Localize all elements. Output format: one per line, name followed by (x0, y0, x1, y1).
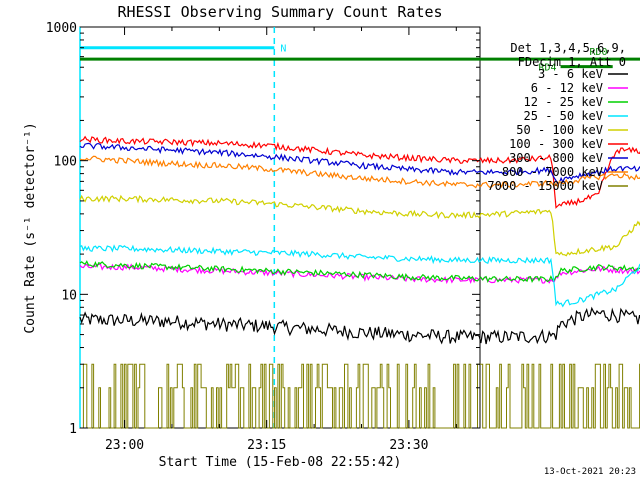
series-7000-15000-kev-segment-0 (80, 363, 640, 429)
series-lines (79, 135, 640, 429)
series-50-100-kev-segment-0 (79, 194, 640, 257)
legend-label-7000-15000-kev: 7000 - 15000 keV (487, 179, 603, 193)
series-100-300-kev-segment-0 (79, 135, 640, 209)
legend-label-12-25-kev: 12 - 25 keV (524, 95, 603, 109)
legend-label-100-300-kev: 100 - 300 keV (509, 137, 603, 151)
y-tick-label-10: 10 (61, 288, 77, 303)
legend-label-50-100-kev: 50 - 100 keV (516, 123, 603, 137)
legend-label-25-50-kev: 25 - 50 keV (524, 109, 603, 123)
y-tick-label-1: 1 (69, 422, 77, 437)
chart-title: RHESSI Observing Summary Count Rates (117, 3, 442, 21)
legend-label-800-7000-kev: 800 - 7000 keV (502, 165, 603, 179)
legend-label-6-12-kev: 6 - 12 keV (531, 81, 603, 95)
y-axis-label: Count Rate (s⁻¹ detector⁻¹) (23, 122, 38, 333)
timestamp: 13-Oct-2021 20:23 (544, 467, 636, 477)
series-3-6-kev-segment-0 (79, 306, 640, 345)
vertical-markers (79, 27, 276, 428)
series-12-25-kev-segment-0 (79, 260, 640, 284)
flag-label-n: N (280, 44, 286, 55)
flag-label-rd0: RD0 (589, 47, 607, 58)
x-tick-label-23-30: 23:30 (389, 438, 428, 453)
series-800-7000-kev-segment-0 (79, 155, 640, 189)
x-axis-label: Start Time (15-Feb-08 22:55:42) (159, 455, 402, 470)
series-6-12-kev-segment-0 (79, 263, 640, 285)
series-300-800-kev-segment-0 (79, 142, 640, 185)
axes: 23:00 23:15 23:30 1 10 100 1000 (46, 21, 480, 453)
series-25-50-kev-segment-0 (79, 244, 640, 308)
legend-label-300-800-kev: 300 - 800 keV (509, 151, 603, 165)
flag-bars: NSRD0RD4 (80, 44, 640, 74)
legend-header-line-1: Det 1,3,4,5,6,9, (510, 41, 626, 55)
y-tick-label-100: 100 (54, 155, 77, 170)
flag-label-rd4: RD4 (539, 63, 557, 74)
legend-header-line-2: FDecim 1, Att 0 (518, 55, 626, 69)
y-tick-label-1000: 1000 (46, 21, 77, 36)
x-tick-label-23-15: 23:15 (247, 438, 286, 453)
legend-label-3-6-kev: 3 - 6 keV (538, 67, 603, 81)
x-tick-label-23-00: 23:00 (105, 438, 144, 453)
legend: Det 1,3,4,5,6,9, FDecim 1, Att 0 3 - 6 k… (487, 41, 628, 193)
